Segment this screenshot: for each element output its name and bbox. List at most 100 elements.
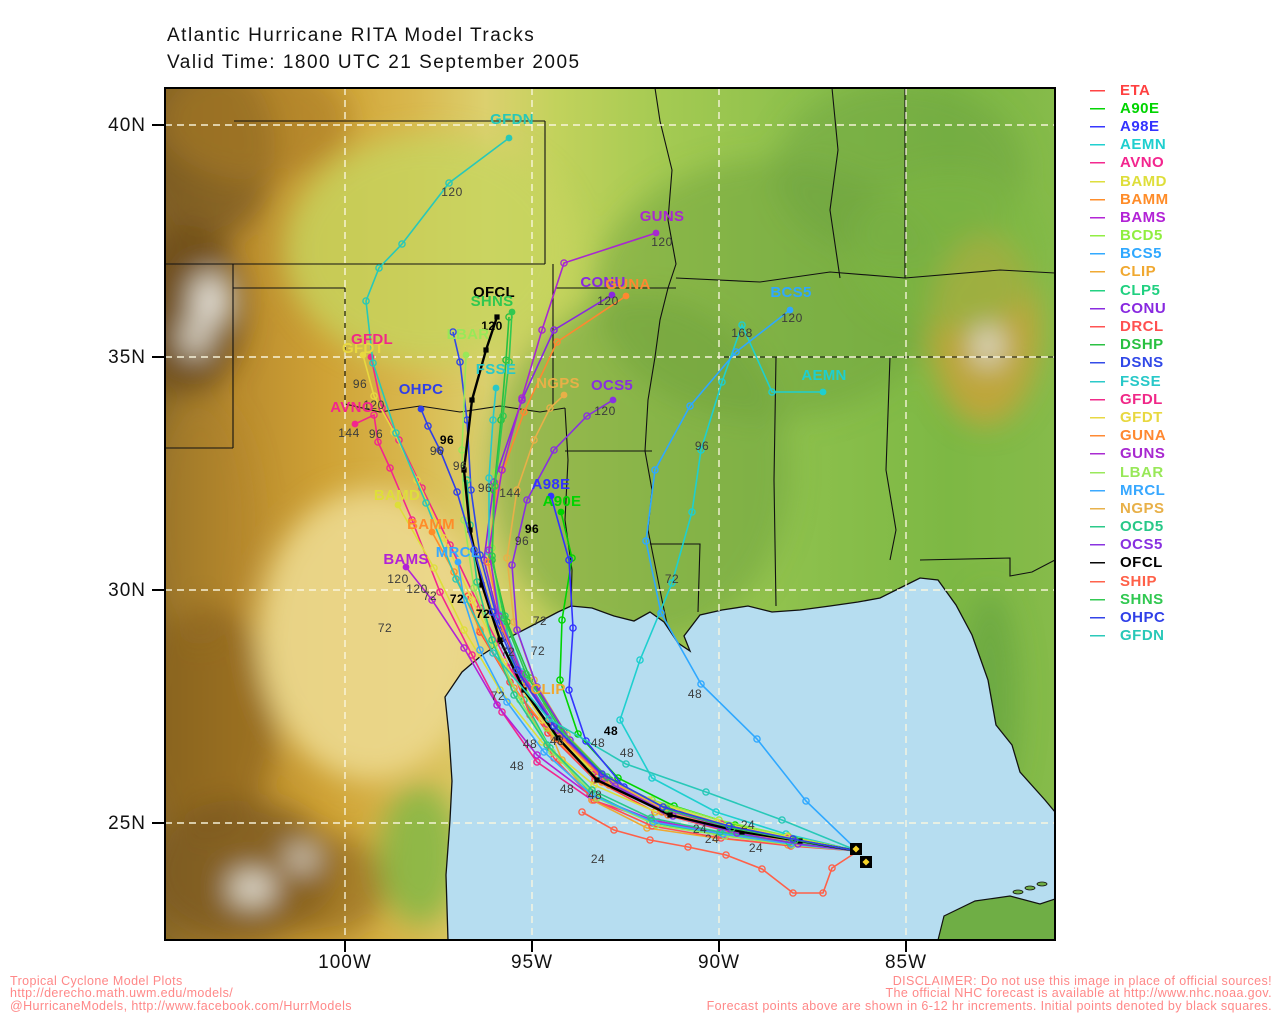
model-endpoint-label-MRCL: MRCL bbox=[436, 544, 481, 561]
legend-label: CLIP bbox=[1120, 263, 1157, 281]
legend-dash: — bbox=[1090, 590, 1106, 608]
map-frame bbox=[164, 87, 1056, 941]
legend-dash: — bbox=[1090, 609, 1106, 627]
legend-item-BCS5: — BCS5 bbox=[1090, 245, 1169, 263]
hour-label-120: 120 bbox=[363, 398, 385, 412]
latlon-gridlines bbox=[165, 88, 1055, 940]
model-endpoint-label-A90E: A90E bbox=[543, 493, 582, 510]
legend-dash: — bbox=[1090, 208, 1106, 226]
hour-label-96: 96 bbox=[430, 444, 444, 458]
legend-label: MRCL bbox=[1120, 481, 1166, 499]
state-borders bbox=[165, 88, 1055, 629]
model-track-OHPC bbox=[417, 405, 859, 852]
model-endpoint-label-GFDN: GFDN bbox=[490, 111, 534, 128]
initial-point-star bbox=[852, 845, 860, 853]
hour-label-120: 120 bbox=[651, 235, 673, 249]
hour-label-96: 96 bbox=[695, 439, 709, 453]
hour-label-72: 72 bbox=[378, 621, 392, 635]
legend-item-ETA: — ETA bbox=[1090, 81, 1169, 99]
hour-label-24: 24 bbox=[749, 841, 763, 855]
legend-dash: — bbox=[1090, 445, 1106, 463]
hour-label-72: 72 bbox=[533, 614, 547, 628]
hour-label-120: 120 bbox=[594, 404, 616, 418]
hour-label-120: 120 bbox=[597, 294, 619, 308]
legend-item-OFCL: — OFCL bbox=[1090, 554, 1169, 572]
hour-label-96: 96 bbox=[369, 427, 383, 441]
hour-label-48: 48 bbox=[523, 737, 537, 751]
hour-label-48: 48 bbox=[510, 759, 524, 773]
legend-label: CONU bbox=[1120, 299, 1167, 317]
hour-label-72: 72 bbox=[665, 572, 679, 586]
legend-dash: — bbox=[1090, 408, 1106, 426]
hour-label-120: 120 bbox=[441, 185, 463, 199]
legend-item-GFDL: — GFDL bbox=[1090, 390, 1169, 408]
legend-dash: — bbox=[1090, 299, 1106, 317]
model-endpoint-label-GFDL: GFDL bbox=[351, 331, 393, 348]
legend-item-LBAR: — LBAR bbox=[1090, 463, 1169, 481]
axis-ticks bbox=[152, 124, 907, 952]
model-endpoint-label-NGPS: NGPS bbox=[536, 375, 580, 392]
legend-label: GUNA bbox=[1120, 427, 1167, 445]
legend-label: GFDL bbox=[1120, 390, 1163, 408]
model-endpoint-label-LBAR: LBAR bbox=[447, 326, 490, 343]
model-endpoint-label-OFCL: OFCL bbox=[473, 284, 515, 301]
legend-dash: — bbox=[1090, 354, 1106, 372]
legend-label: DRCL bbox=[1120, 318, 1164, 336]
model-endpoint-label-FSSE: FSSE bbox=[476, 361, 516, 378]
legend-item-BAMM: — BAMM bbox=[1090, 190, 1169, 208]
legend-label: CLP5 bbox=[1120, 281, 1161, 299]
legend-label: ETA bbox=[1120, 81, 1151, 99]
model-endpoint-label-A98E: A98E bbox=[532, 476, 571, 493]
model-track-SHIP bbox=[578, 808, 859, 897]
legend-label: OFCL bbox=[1120, 554, 1163, 572]
legend-item-BCD5: — BCD5 bbox=[1090, 227, 1169, 245]
legend-dash: — bbox=[1090, 190, 1106, 208]
model-endpoint-label-OHPC: OHPC bbox=[399, 381, 444, 398]
title-line2: Valid Time: 1800 UTC 21 September 2005 bbox=[167, 52, 581, 73]
hour-label-24: 24 bbox=[705, 832, 719, 846]
model-legend: — ETA — A90E — A98E — AEMN — AVNO — BAMD — BAMM — BAMS —… bbox=[1090, 81, 1169, 645]
legend-item-GFDN: — GFDN bbox=[1090, 627, 1169, 645]
model-endpoint-label-BAMD: BAMD bbox=[374, 487, 420, 504]
hour-label-48: 48 bbox=[591, 736, 605, 750]
legend-item-SHIP: — SHIP bbox=[1090, 572, 1169, 590]
legend-label: AVNO bbox=[1120, 154, 1165, 172]
legend-label: LBAR bbox=[1120, 463, 1164, 481]
footer-url: http://derecho.math.uwm.edu/models/ bbox=[10, 986, 234, 1001]
legend-dash: — bbox=[1090, 81, 1106, 99]
model-endpoint-label-AEMN: AEMN bbox=[801, 367, 846, 384]
legend-dash: — bbox=[1090, 536, 1106, 554]
footer-disclaimer-line1: DISCLAIMER: Do not use this image in pla… bbox=[892, 974, 1272, 988]
gulf-of-mexico-water bbox=[444, 577, 1055, 940]
legend-dash: — bbox=[1090, 281, 1106, 299]
legend-item-A90E: — A90E bbox=[1090, 99, 1169, 117]
model-endpoint-label-BCS5: BCS5 bbox=[770, 284, 811, 301]
legend-dash: — bbox=[1090, 518, 1106, 536]
hour-label-168: 168 bbox=[731, 326, 753, 340]
model-track-MRCL bbox=[454, 558, 859, 852]
legend-label: NGPS bbox=[1120, 499, 1165, 517]
hour-label-72: 72 bbox=[476, 607, 490, 621]
legend-item-GFDT: — GFDT bbox=[1090, 408, 1169, 426]
initial-point-star bbox=[862, 858, 870, 866]
legend-item-DRCL: — DRCL bbox=[1090, 317, 1169, 335]
model-endpoint-label-BAMM: BAMM bbox=[407, 516, 455, 533]
legend-label: GUNS bbox=[1120, 445, 1166, 463]
hour-label-120: 120 bbox=[387, 572, 409, 586]
hour-label-120: 120 bbox=[481, 319, 503, 333]
hour-label-96: 96 bbox=[515, 534, 529, 548]
lon-tick-label-90W: 90W bbox=[697, 952, 741, 973]
legend-label: A90E bbox=[1120, 99, 1160, 117]
legend-label: DSNS bbox=[1120, 354, 1164, 372]
legend-item-NGPS: — NGPS bbox=[1090, 499, 1169, 517]
model-endpoint-label-SHNS: SHNS bbox=[471, 293, 514, 310]
legend-item-BAMS: — BAMS bbox=[1090, 208, 1169, 226]
lat-tick-label-35N: 35N bbox=[108, 347, 146, 368]
hour-label-24: 24 bbox=[693, 822, 707, 836]
hour-label-48: 48 bbox=[588, 788, 602, 802]
legend-item-AEMN: — AEMN bbox=[1090, 136, 1169, 154]
legend-label: OCD5 bbox=[1120, 518, 1164, 536]
model-endpoint-label-AVNO: AVNO bbox=[330, 399, 373, 416]
terrain-shading bbox=[165, 88, 1050, 940]
